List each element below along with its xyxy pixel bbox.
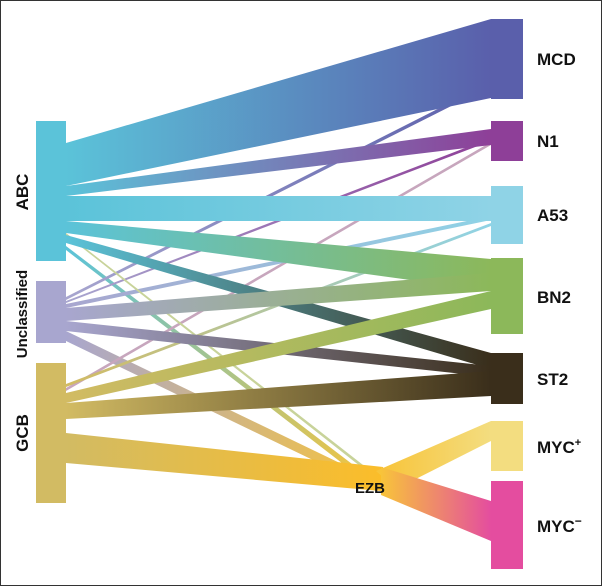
node-st2 [491,353,523,404]
flow-abc-n1 [66,129,491,196]
label-myc-plus: MYC+ [537,437,581,457]
right-nodes [491,19,523,569]
label-a53: A53 [537,206,568,225]
label-myc-minus: MYC− [537,514,582,536]
node-myc-plus [491,421,523,471]
flow-gcb-st2 [66,371,491,419]
node-unclassified [36,281,66,343]
label-n1: N1 [537,132,559,151]
label-ezb: EZB [355,480,385,497]
flows [66,19,491,541]
flow-abc-a53 [66,196,491,221]
left-nodes [36,121,66,503]
label-myc-plus-sup: + [575,437,581,449]
flow-ezb-mycp [376,421,491,489]
label-bn2: BN2 [537,288,571,307]
label-unclassified: Unclassified [14,270,31,358]
label-myc-minus-sup: − [575,514,582,528]
node-abc [36,121,66,261]
node-a53 [491,186,523,244]
flow-ezb-mycm [381,467,491,541]
label-myc-minus-main: MYC [537,517,575,536]
label-abc: ABC [13,174,32,211]
node-mcd [491,19,523,99]
node-myc-minus [491,481,523,569]
flow-gcb-ezb [66,433,383,491]
flow-unc-bn2 [66,273,491,321]
label-mcd: MCD [537,50,576,69]
flow-gcb-bn2 [66,291,491,403]
label-st2: ST2 [537,370,568,389]
flow-abc-bn2 [66,221,491,291]
label-myc-plus-main: MYC [537,438,575,457]
node-bn2 [491,258,523,334]
node-n1 [491,121,523,161]
node-gcb [36,363,66,503]
flow-abc-mcd [66,19,491,186]
label-gcb: GCB [13,414,32,452]
